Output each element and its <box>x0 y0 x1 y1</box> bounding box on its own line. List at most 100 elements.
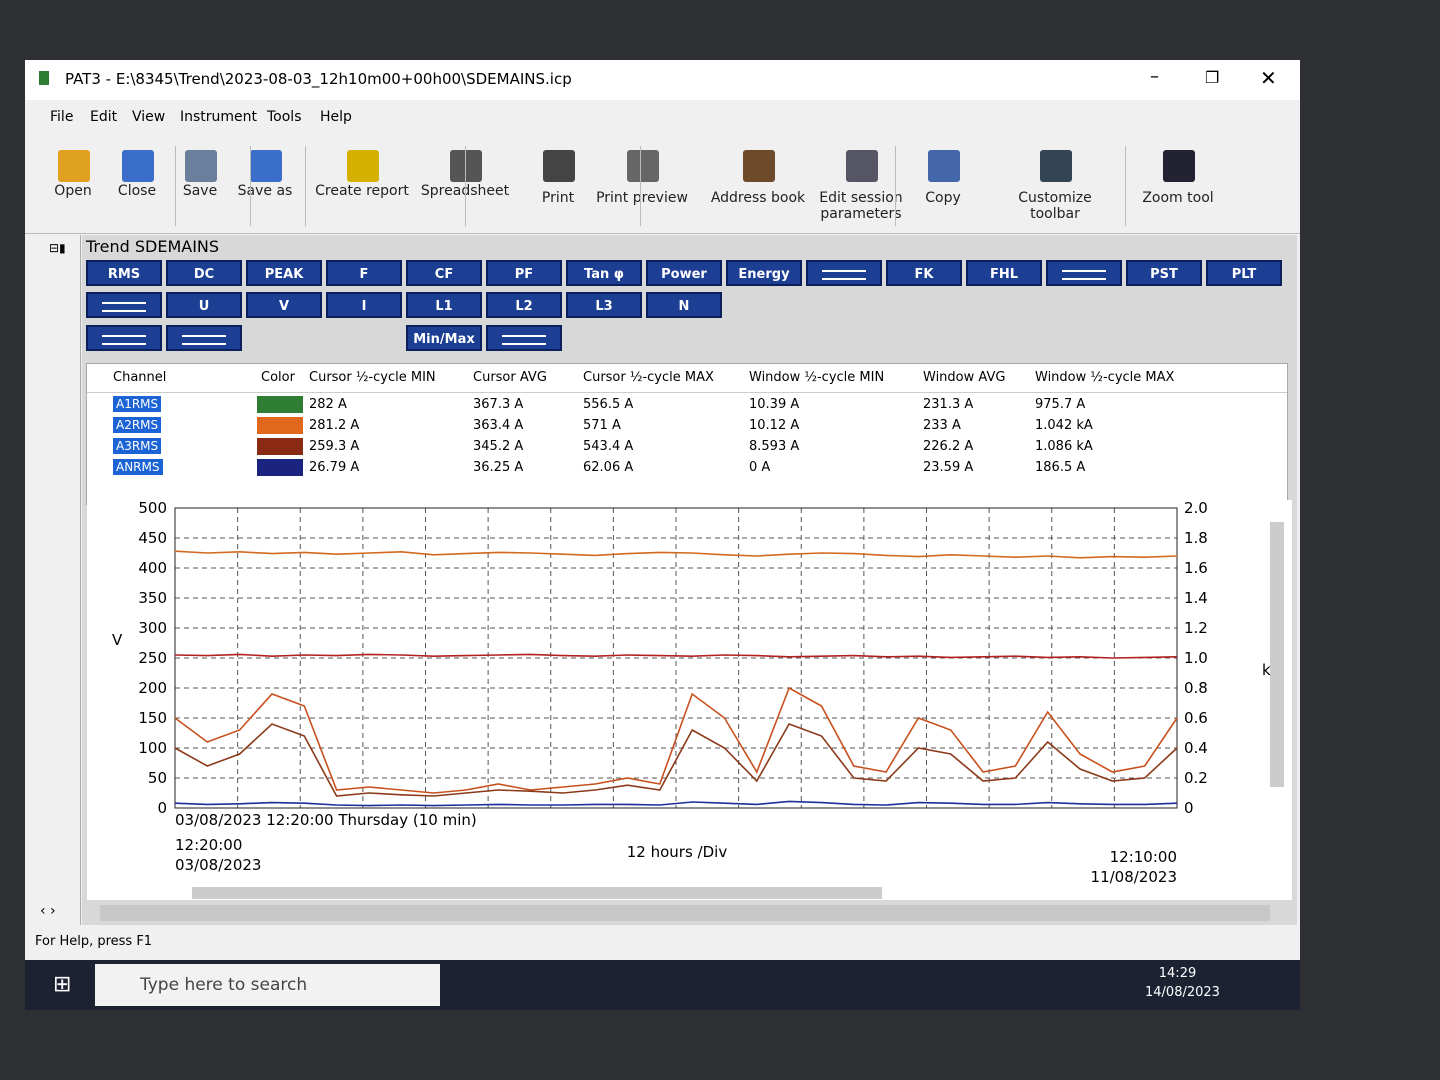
y-tick-label: 50 <box>148 769 167 787</box>
tool-button[interactable]: V <box>246 292 322 318</box>
y-tick-label: 500 <box>138 500 167 517</box>
channel-name[interactable]: ANRMS <box>113 459 163 475</box>
toolbar-label: Edit session parameters <box>819 190 903 222</box>
v-scrollbar[interactable] <box>1270 522 1284 787</box>
tool-button[interactable]: FHL <box>966 260 1042 286</box>
chart-scrollbar[interactable] <box>192 887 882 899</box>
table-cell: 10.12 A <box>749 418 800 433</box>
search-box[interactable]: Type here to search <box>95 964 440 1006</box>
column-header: Window AVG <box>923 370 1006 385</box>
menu-item[interactable]: Edit <box>90 109 118 125</box>
tool-button[interactable]: CF <box>406 260 482 286</box>
toolbar-separator <box>895 146 896 226</box>
table-cell: 26.79 A <box>309 460 360 475</box>
table-cell: 543.4 A <box>583 439 634 454</box>
tool-button[interactable] <box>486 325 562 351</box>
tool-button[interactable]: PLT <box>1206 260 1282 286</box>
clock[interactable]: 14:29 14/08/2023 <box>1145 966 1220 1000</box>
tool-button[interactable]: I <box>326 292 402 318</box>
menu-item[interactable]: Tools <box>267 109 302 125</box>
minimize[interactable]: – <box>1150 66 1159 87</box>
column-header: Channel <box>113 370 167 385</box>
tool-button[interactable]: Energy <box>726 260 802 286</box>
app-icon <box>39 71 49 85</box>
table-cell: 975.7 A <box>1035 397 1086 412</box>
color-swatch <box>257 438 303 455</box>
h-scrollbar[interactable] <box>100 905 1270 921</box>
close[interactable]: ✕ <box>1260 66 1277 90</box>
tool-button[interactable]: N <box>646 292 722 318</box>
y2-tick-label: 2.0 <box>1184 500 1208 517</box>
column-header: Window ½-cycle MIN <box>749 370 885 385</box>
table-cell: 62.06 A <box>583 460 634 475</box>
tool-button[interactable]: FK <box>886 260 962 286</box>
toolbar-icon[interactable] <box>58 150 90 182</box>
table-cell: 1.042 kA <box>1035 418 1093 433</box>
toolbar-icon[interactable] <box>450 150 482 182</box>
toolbar-label: Print <box>541 190 575 206</box>
menu-item[interactable]: View <box>132 109 166 125</box>
tool-button[interactable]: PF <box>486 260 562 286</box>
toolbar-icon[interactable] <box>122 150 154 182</box>
column-header: Color <box>261 370 295 385</box>
tool-button[interactable]: Min/Max <box>406 325 482 351</box>
menu-item[interactable]: File <box>50 109 74 125</box>
channel-name[interactable]: A1RMS <box>113 396 162 412</box>
toolbar-separator <box>250 146 251 226</box>
tool-button[interactable]: L3 <box>566 292 642 318</box>
y2-tick-label: 1.2 <box>1184 619 1208 637</box>
tool-button[interactable]: Power <box>646 260 722 286</box>
tool-button[interactable]: Tan φ <box>566 260 642 286</box>
tool-button[interactable] <box>806 260 882 286</box>
toolbar-icon[interactable] <box>1040 150 1072 182</box>
y2-tick-label: 0.6 <box>1184 709 1208 727</box>
color-swatch <box>257 459 303 476</box>
column-header: Cursor ½-cycle MAX <box>583 370 714 385</box>
restore[interactable]: ❐ <box>1205 68 1220 87</box>
y-tick-label: 0 <box>157 799 167 817</box>
channel-name[interactable]: A3RMS <box>113 438 162 454</box>
toolbar-icon[interactable] <box>1163 150 1195 182</box>
date: 14/08/2023 <box>1145 985 1220 1000</box>
tool-button[interactable]: PEAK <box>246 260 322 286</box>
toolbar-label: Close <box>117 183 157 199</box>
menu-item[interactable]: Instrument <box>180 109 258 125</box>
panel-title: Trend SDEMAINS <box>86 237 220 256</box>
menu-item[interactable]: Help <box>320 109 352 125</box>
tool-button[interactable] <box>86 325 162 351</box>
y-tick-label: 100 <box>138 739 167 757</box>
toolbar-separator <box>175 146 176 226</box>
tool-button[interactable]: F <box>326 260 402 286</box>
column-header: Cursor ½-cycle MIN <box>309 370 436 385</box>
start-button[interactable]: ⊞ <box>53 972 72 997</box>
trend-chart: 0 50 100 150 200 250 300 350 400 450 500 0 0.2 0.4 0.6… <box>87 500 1292 900</box>
toolbar-icon[interactable] <box>250 150 282 182</box>
button-icon <box>822 270 866 280</box>
tool-button[interactable] <box>1046 260 1122 286</box>
tool-button[interactable] <box>166 325 242 351</box>
tool-button[interactable]: U <box>166 292 242 318</box>
tool-button[interactable] <box>86 292 162 318</box>
tool-button[interactable]: RMS <box>86 260 162 286</box>
end-time: 12:10:00 <box>1110 848 1177 866</box>
table-cell: 367.3 A <box>473 397 524 412</box>
tool-button[interactable]: DC <box>166 260 242 286</box>
table-cell: 10.39 A <box>749 397 800 412</box>
time: 14:29 <box>1158 966 1197 981</box>
toolbar-icon[interactable] <box>743 150 775 182</box>
tool-button[interactable]: L1 <box>406 292 482 318</box>
toolbar-icon[interactable] <box>627 150 659 182</box>
table-cell: 281.2 A <box>309 418 360 433</box>
division-label: 12 hours /Div <box>627 843 728 861</box>
toolbar-icon[interactable] <box>543 150 575 182</box>
toolbar-icon[interactable] <box>846 150 878 182</box>
toolbar-label: Customize toolbar <box>1018 190 1092 222</box>
table-cell: 186.5 A <box>1035 460 1086 475</box>
toolbar-separator <box>640 146 641 226</box>
toolbar-icon[interactable] <box>347 150 379 182</box>
channel-name[interactable]: A2RMS <box>113 417 162 433</box>
tool-button[interactable]: L2 <box>486 292 562 318</box>
toolbar-icon[interactable] <box>185 150 217 182</box>
tool-button[interactable]: PST <box>1126 260 1202 286</box>
toolbar-icon[interactable] <box>928 150 960 182</box>
